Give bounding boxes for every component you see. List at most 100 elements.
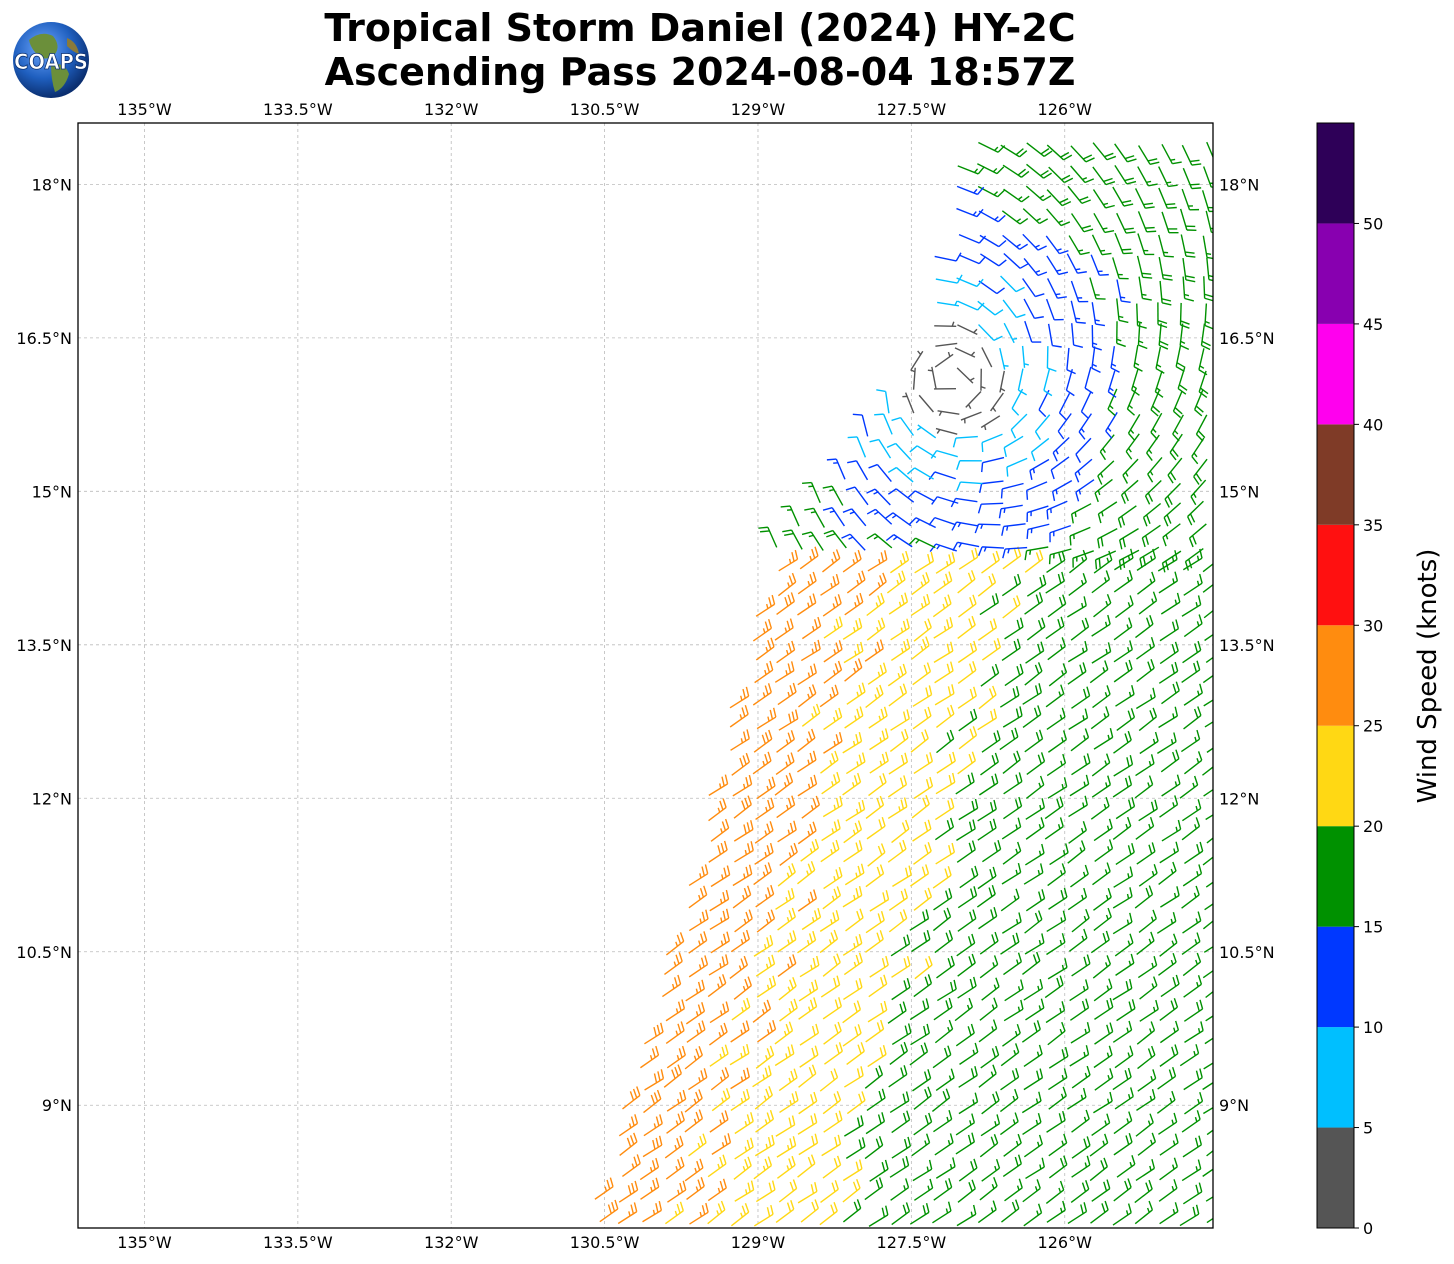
barb-feather bbox=[1040, 170, 1049, 177]
wind-barb bbox=[779, 1091, 799, 1114]
barb-feather bbox=[899, 777, 904, 787]
barb-feather bbox=[880, 910, 885, 921]
wind-barb bbox=[1025, 998, 1045, 1021]
barb-feather bbox=[904, 728, 909, 739]
wind-barb bbox=[707, 1200, 726, 1225]
barb-shaft bbox=[1000, 275, 1017, 293]
wind-barb bbox=[1091, 642, 1112, 664]
lon-tick-label-bottom: 133.5°W bbox=[263, 1233, 333, 1252]
barb-half-feather bbox=[1094, 319, 1100, 322]
wind-barb bbox=[865, 930, 884, 953]
barb-feather bbox=[832, 842, 837, 852]
barb-feather bbox=[903, 1041, 909, 1052]
wind-barb bbox=[1203, 945, 1213, 953]
barb-half-feather bbox=[675, 1008, 679, 1014]
barb-feather bbox=[703, 1068, 708, 1078]
barb-feather bbox=[794, 1091, 799, 1101]
wind-barb bbox=[774, 618, 794, 641]
barb-feather bbox=[882, 892, 886, 902]
barb-feather bbox=[1128, 659, 1133, 670]
barb-half-feather bbox=[765, 894, 768, 900]
barb-feather bbox=[1127, 845, 1132, 855]
wind-barb bbox=[1113, 866, 1134, 888]
barb-feather bbox=[854, 822, 859, 833]
barb-feather bbox=[697, 1179, 702, 1189]
barb-half-feather bbox=[1105, 914, 1109, 920]
barb-half-feather bbox=[811, 625, 815, 631]
wind-barb bbox=[1052, 437, 1070, 462]
barb-feather bbox=[765, 1088, 770, 1098]
barb-feather bbox=[903, 1065, 908, 1075]
barb-feather bbox=[1081, 225, 1091, 230]
barb-shaft bbox=[981, 347, 993, 368]
barb-feather bbox=[678, 952, 683, 962]
barb-half-feather bbox=[1036, 1210, 1039, 1216]
barb-feather bbox=[1129, 595, 1134, 605]
barb-half-feather bbox=[1217, 963, 1218, 968]
wind-barb bbox=[866, 1088, 886, 1112]
barb-feather bbox=[902, 663, 907, 674]
wind-barb bbox=[1159, 997, 1179, 1022]
wind-barb bbox=[1181, 660, 1201, 683]
barb-half-feather bbox=[788, 1077, 792, 1083]
barb-feather bbox=[1059, 198, 1069, 204]
barb-feather bbox=[790, 730, 795, 740]
wind-barb bbox=[1004, 663, 1024, 687]
barb-half-feather bbox=[1055, 293, 1061, 296]
barb-feather bbox=[995, 1045, 1000, 1056]
barb-half-feather bbox=[789, 1100, 792, 1105]
barb-feather bbox=[903, 980, 908, 990]
barb-feather bbox=[868, 463, 878, 469]
barb-feather bbox=[742, 1022, 747, 1033]
barb-feather bbox=[748, 774, 753, 785]
wind-barb bbox=[852, 413, 869, 437]
barb-half-feather bbox=[833, 804, 836, 810]
barb-half-feather bbox=[1152, 738, 1156, 744]
barb-feather bbox=[1148, 885, 1154, 895]
barb-half-feather bbox=[717, 1163, 721, 1169]
barb-feather bbox=[946, 820, 951, 830]
barb-feather bbox=[1037, 754, 1042, 764]
wind-barb bbox=[1157, 302, 1168, 329]
wind-barb bbox=[644, 1022, 664, 1045]
wind-barb bbox=[864, 1136, 884, 1160]
barb-feather bbox=[1082, 688, 1087, 699]
barb-feather bbox=[636, 1154, 641, 1164]
lon-tick-label-bottom: 132°W bbox=[424, 1233, 479, 1252]
wind-barb bbox=[1022, 705, 1042, 729]
wind-barb bbox=[1093, 978, 1113, 1002]
barb-feather bbox=[1129, 933, 1134, 944]
barb-feather bbox=[1172, 161, 1182, 165]
wind-barb bbox=[756, 776, 776, 800]
wind-barb bbox=[913, 776, 934, 799]
barb-feather bbox=[826, 458, 837, 461]
barb-feather bbox=[993, 640, 998, 650]
barb-feather bbox=[682, 1180, 687, 1191]
barb-half-feather bbox=[1195, 959, 1199, 965]
wind-barb bbox=[1001, 862, 1022, 885]
barb-feather bbox=[1080, 251, 1090, 256]
wind-barb bbox=[1202, 583, 1213, 593]
wind-barb bbox=[1045, 1001, 1066, 1024]
barb-feather bbox=[1086, 753, 1091, 763]
barb-feather bbox=[1016, 638, 1021, 649]
barb-shaft bbox=[914, 467, 934, 480]
barb-feather bbox=[808, 1066, 814, 1077]
barb-feather bbox=[880, 708, 885, 719]
barb-feather bbox=[922, 911, 926, 921]
barb-feather bbox=[930, 551, 935, 562]
barb-shaft bbox=[1003, 252, 1021, 269]
wind-barb bbox=[1135, 1159, 1156, 1182]
barb-half-feather bbox=[719, 898, 723, 904]
barb-feather bbox=[677, 1064, 682, 1074]
barb-feather bbox=[906, 977, 911, 988]
wind-barb bbox=[891, 955, 911, 978]
barb-shaft bbox=[856, 436, 867, 458]
barb-half-feather bbox=[1082, 802, 1085, 808]
barb-feather bbox=[855, 1161, 860, 1172]
wind-barb bbox=[979, 593, 999, 616]
barb-feather bbox=[992, 685, 997, 696]
barb-half-feather bbox=[1039, 804, 1042, 810]
barb-feather bbox=[1085, 1179, 1090, 1190]
barb-shaft bbox=[1204, 721, 1213, 728]
